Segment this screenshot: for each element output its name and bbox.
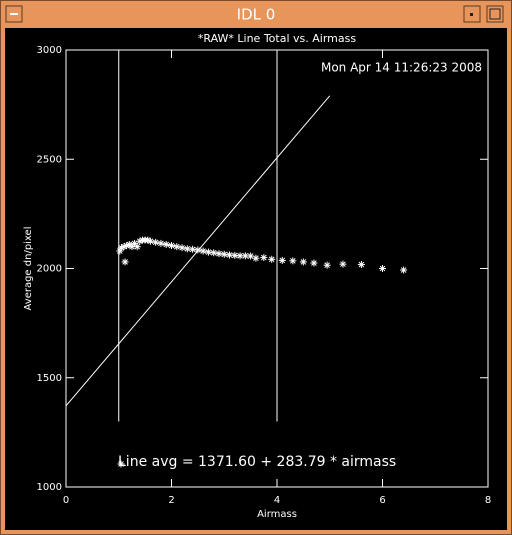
- data-point: [210, 249, 218, 257]
- data-point: [178, 244, 186, 252]
- data-point: [379, 265, 386, 272]
- plot-canvas: [5, 28, 507, 530]
- x-tick-label: 4: [274, 495, 280, 506]
- window-title: IDL 0: [237, 6, 276, 24]
- star-stroke: [179, 244, 185, 251]
- data-point: [260, 254, 268, 262]
- star-stroke: [358, 261, 365, 268]
- star-stroke: [261, 254, 267, 261]
- star-stroke: [216, 250, 222, 257]
- star-stroke: [226, 252, 233, 258]
- x-tick-label: 2: [168, 495, 174, 506]
- star-stroke: [205, 249, 212, 255]
- y-axis-label: Average dn/pixel: [23, 227, 34, 311]
- data-point: [400, 266, 408, 274]
- data-point: [194, 246, 202, 254]
- data-point: [204, 248, 212, 256]
- data-point: [152, 238, 160, 246]
- star-stroke: [300, 259, 307, 265]
- timestamp: Mon Apr 14 11:26:23 2008: [321, 61, 482, 75]
- chart-title: *RAW* Line Total vs. Airmass: [198, 32, 356, 45]
- star-stroke: [221, 251, 228, 258]
- star-stroke: [163, 241, 170, 248]
- data-point: [215, 250, 223, 258]
- star-stroke: [247, 253, 254, 259]
- star-stroke: [184, 246, 191, 252]
- data-point: [199, 247, 207, 255]
- star-stroke: [200, 248, 206, 254]
- y-tick-label: 1500: [37, 373, 62, 384]
- data-point: [226, 251, 234, 259]
- data-point: [247, 252, 255, 260]
- star-stroke: [290, 258, 296, 264]
- data-point: [121, 258, 129, 266]
- data-point: [252, 254, 260, 262]
- star-stroke: [340, 261, 346, 267]
- star-stroke: [379, 265, 386, 272]
- y-tick-label: 1000: [37, 482, 62, 493]
- star-stroke: [242, 253, 249, 259]
- x-tick-label: 6: [379, 495, 385, 506]
- minimize-icon: [470, 13, 473, 16]
- star-stroke: [311, 260, 317, 266]
- star-stroke: [237, 253, 243, 259]
- menu-icon: [10, 13, 18, 15]
- star-stroke: [118, 461, 124, 467]
- x-tick-label: 8: [485, 495, 491, 506]
- star-stroke: [152, 239, 159, 246]
- y-tick-label: 3000: [37, 45, 62, 56]
- x-axis-label: Airmass: [257, 509, 297, 520]
- star-stroke: [210, 249, 217, 256]
- star-stroke: [400, 267, 407, 273]
- star-stroke: [147, 238, 154, 244]
- star-stroke: [268, 256, 275, 263]
- data-point: [310, 259, 318, 267]
- data-point: [189, 245, 197, 253]
- x-tick-label: 0: [63, 495, 69, 506]
- data-point: [162, 240, 170, 248]
- data-point: [173, 243, 181, 251]
- data-point: [357, 261, 365, 269]
- y-tick-label: 2500: [37, 154, 62, 165]
- maximize-icon: [489, 8, 501, 20]
- star-stroke: [122, 259, 128, 265]
- star-stroke: [231, 252, 238, 259]
- data-point: [299, 258, 307, 266]
- data-point: [278, 256, 286, 264]
- y-tick-label: 2000: [37, 264, 62, 275]
- star-stroke: [134, 243, 141, 250]
- star-stroke: [279, 257, 286, 264]
- legend-marker: [117, 460, 125, 468]
- star-stroke: [189, 246, 196, 253]
- data-point: [268, 255, 276, 263]
- star-stroke: [253, 255, 259, 262]
- fit-equation: Line avg = 1371.60 + 283.79 * airmass: [118, 454, 396, 470]
- data-point: [168, 242, 175, 250]
- maximize-button[interactable]: [486, 5, 504, 23]
- star-stroke: [324, 262, 330, 269]
- data-point: [220, 250, 228, 258]
- data-point: [323, 261, 331, 269]
- data-point: [133, 243, 141, 251]
- data-point: [339, 260, 347, 268]
- data-point: [157, 239, 165, 247]
- star-stroke: [195, 247, 201, 253]
- data-point: [289, 257, 297, 265]
- data-point: [146, 237, 154, 245]
- star-stroke: [173, 243, 180, 250]
- star-stroke: [131, 240, 138, 247]
- star-stroke: [158, 240, 164, 247]
- star-stroke: [168, 242, 175, 249]
- star-stroke: [144, 237, 151, 243]
